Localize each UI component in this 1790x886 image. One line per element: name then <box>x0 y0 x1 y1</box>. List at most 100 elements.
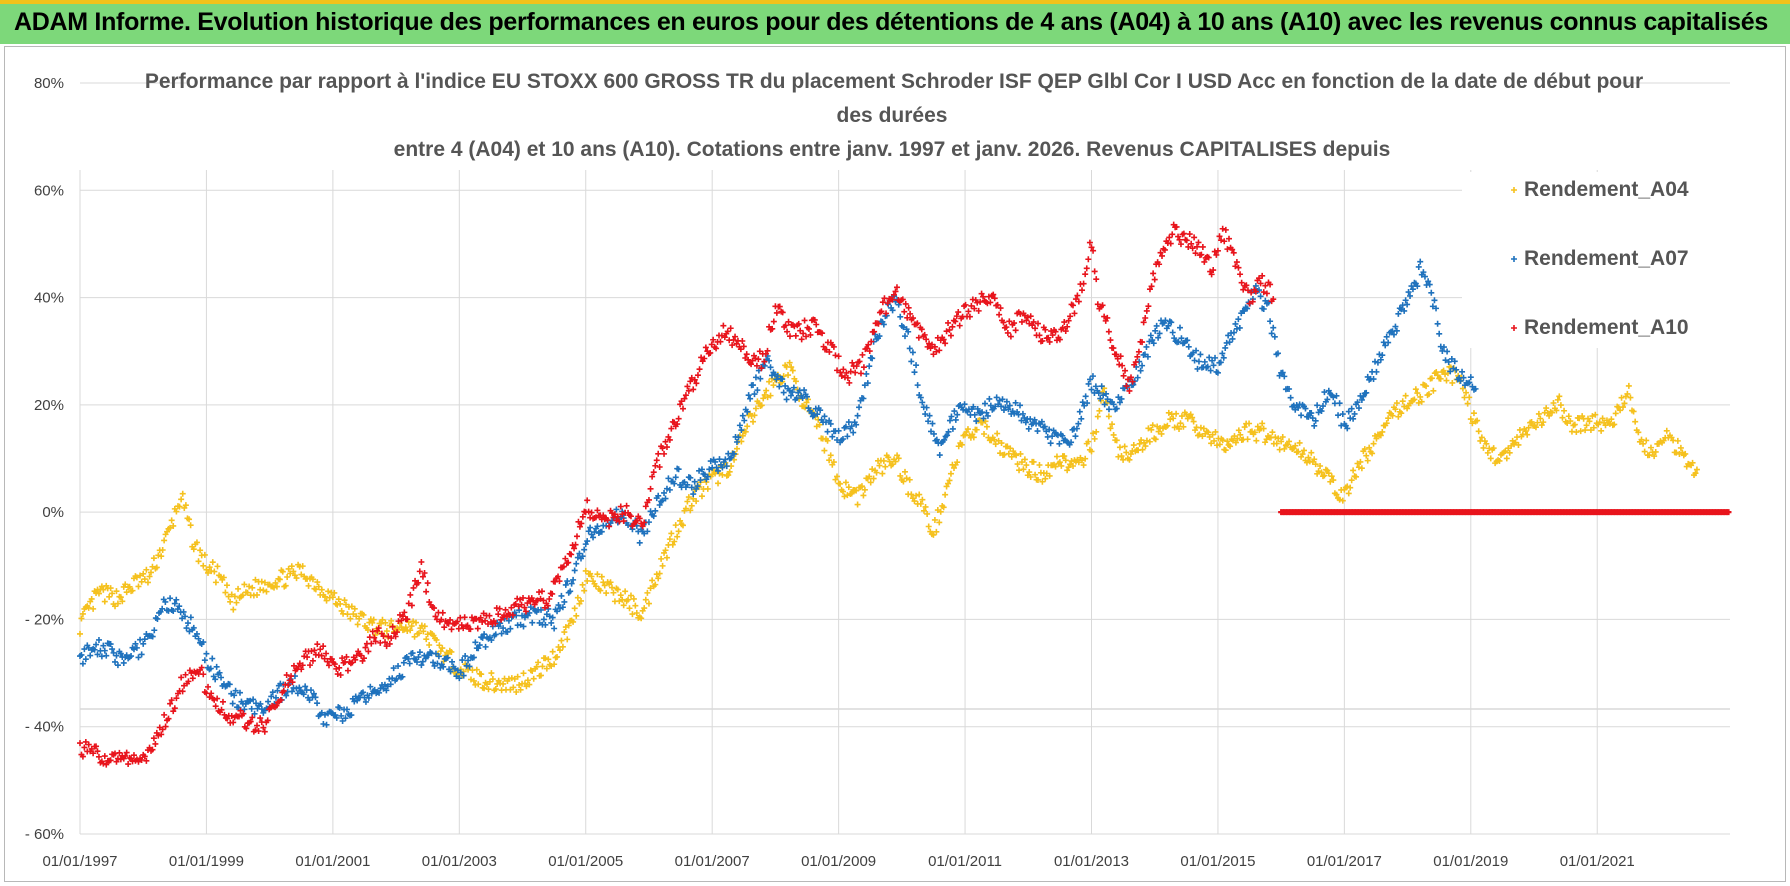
data-point <box>1393 327 1400 334</box>
data-point <box>508 675 515 682</box>
data-point <box>704 473 711 480</box>
data-point <box>690 386 697 393</box>
data-point <box>609 584 616 591</box>
legend-label-a10: Rendement_A10 <box>1524 316 1689 339</box>
data-point <box>1336 496 1343 503</box>
data-point <box>675 466 682 473</box>
data-point <box>576 523 583 530</box>
data-point <box>840 366 847 373</box>
data-point <box>402 624 409 631</box>
data-point <box>1515 441 1522 448</box>
data-point <box>1417 393 1424 400</box>
data-point <box>328 656 335 663</box>
data-point <box>1464 400 1471 407</box>
data-point <box>1076 408 1083 415</box>
data-point <box>1094 413 1101 420</box>
data-point <box>1029 322 1036 329</box>
data-point <box>918 326 925 333</box>
data-point <box>1418 398 1425 405</box>
data-point <box>940 504 947 511</box>
data-point <box>1157 249 1164 256</box>
data-point <box>229 700 236 707</box>
data-point <box>93 743 100 750</box>
data-point <box>173 695 180 702</box>
data-point <box>801 387 808 394</box>
data-point <box>336 664 343 671</box>
data-point <box>1682 450 1689 457</box>
data-point <box>1318 408 1325 415</box>
data-point <box>1012 399 1019 406</box>
data-point <box>492 620 499 627</box>
data-point <box>119 598 126 605</box>
data-point <box>904 314 911 321</box>
data-point <box>138 757 145 764</box>
data-point <box>376 689 383 696</box>
data-point <box>1232 320 1239 327</box>
data-point <box>579 553 586 560</box>
y-tick-label: 0% <box>42 504 64 521</box>
data-point <box>336 704 343 711</box>
data-point <box>626 605 633 612</box>
data-point <box>666 536 673 543</box>
data-point <box>650 513 657 520</box>
data-point <box>1032 471 1039 478</box>
data-point <box>558 637 565 644</box>
data-point <box>965 308 972 315</box>
data-point <box>489 676 496 683</box>
data-point <box>360 611 367 618</box>
data-point <box>467 626 474 633</box>
data-point <box>1013 452 1020 459</box>
data-point <box>197 547 204 554</box>
data-point <box>1273 440 1280 447</box>
data-point <box>1126 387 1133 394</box>
data-point <box>225 593 232 600</box>
data-point <box>620 518 627 525</box>
data-point <box>1005 406 1012 413</box>
data-point <box>312 694 319 701</box>
data-point <box>604 517 611 524</box>
data-point <box>459 657 466 664</box>
data-point <box>1428 289 1435 296</box>
data-point <box>641 519 648 526</box>
data-point <box>1096 407 1103 414</box>
data-point <box>261 728 268 735</box>
data-point <box>1219 437 1226 444</box>
data-point <box>367 683 374 690</box>
data-point <box>106 593 113 600</box>
data-point <box>352 656 359 663</box>
data-point <box>1235 264 1242 271</box>
data-point <box>993 394 1000 401</box>
data-point <box>114 755 121 762</box>
data-point <box>386 640 393 647</box>
data-point <box>1370 440 1377 447</box>
data-point <box>858 483 865 490</box>
data-point <box>339 655 346 662</box>
data-point <box>1017 402 1024 409</box>
data-point <box>892 458 899 465</box>
data-point <box>159 547 166 554</box>
data-point <box>81 646 88 653</box>
data-point <box>549 648 556 655</box>
data-point <box>347 615 354 622</box>
data-point <box>264 717 271 724</box>
data-point <box>141 636 148 643</box>
data-point <box>107 757 114 764</box>
data-point <box>1305 413 1312 420</box>
data-point <box>1162 317 1169 324</box>
data-point <box>1321 472 1328 479</box>
data-point <box>1071 310 1078 317</box>
data-point <box>910 315 917 322</box>
data-point <box>555 602 562 609</box>
data-point <box>1085 380 1092 387</box>
data-point <box>1571 421 1578 428</box>
data-point <box>931 516 938 523</box>
data-point <box>1097 395 1104 402</box>
data-point <box>958 441 965 448</box>
data-point <box>600 512 607 519</box>
data-point <box>733 445 740 452</box>
data-point <box>752 405 759 412</box>
data-point <box>570 618 577 625</box>
chart-title-line-2: des durées <box>837 104 948 127</box>
data-point <box>343 653 350 660</box>
data-point <box>1191 357 1198 364</box>
